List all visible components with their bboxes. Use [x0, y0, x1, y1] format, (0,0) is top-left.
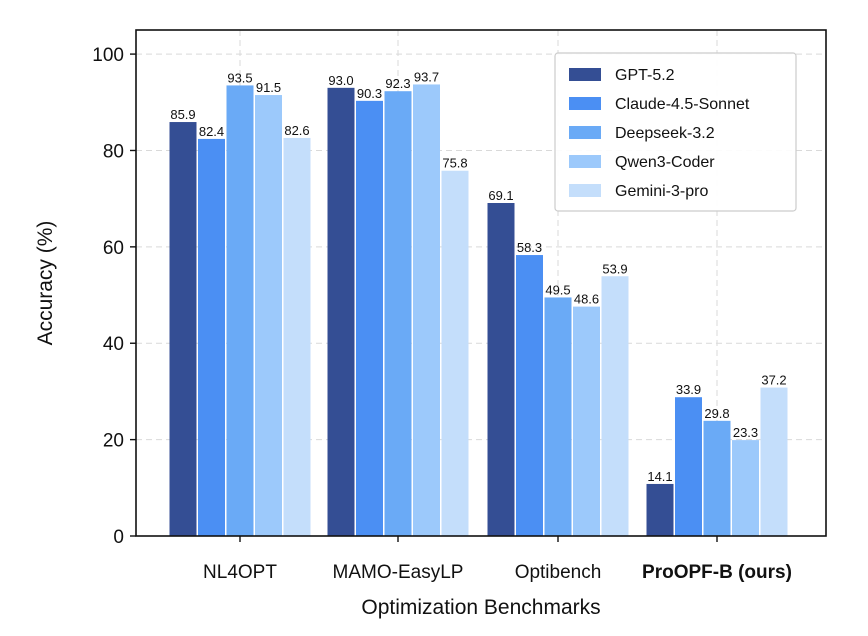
legend-entry: GPT-5.2 [615, 67, 675, 84]
data-label: 93.5 [227, 70, 252, 85]
y-tick-label: 0 [113, 527, 124, 548]
data-label: 92.3 [385, 76, 410, 91]
x-tick-label: NL4OPT [203, 562, 277, 583]
legend-entry: Deepseek-3.2 [615, 125, 715, 142]
x-tick-label: Optibench [515, 562, 602, 583]
bar-claude-4-5-sonnet-3 [675, 397, 702, 536]
data-label: 23.3 [733, 425, 758, 440]
data-label: 69.1 [488, 188, 513, 203]
data-label: 93.7 [414, 69, 439, 84]
y-tick-label: 40 [103, 334, 124, 355]
legend-swatch [569, 155, 601, 168]
legend-swatch [569, 126, 601, 139]
legend-box [554, 52, 797, 212]
legend-entry: Claude-4.5-Sonnet [615, 96, 750, 113]
plot-frame [135, 29, 827, 537]
data-label: 75.8 [442, 156, 467, 171]
legend-swatch [569, 97, 601, 110]
y-tick-label: 80 [103, 141, 124, 162]
data-label: 33.9 [676, 382, 701, 397]
bar-deepseek-3-2-3 [703, 420, 731, 536]
data-label: 91.5 [256, 80, 281, 95]
data-label: 14.1 [647, 469, 672, 484]
bar-gemini-3-pro-0 [283, 137, 311, 537]
legend-entry: Gemini-3-pro [615, 183, 708, 200]
data-label: 48.6 [574, 292, 599, 307]
y-tick-label: 100 [92, 45, 124, 66]
data-label: 93.0 [328, 73, 353, 88]
data-label: 49.5 [545, 282, 570, 297]
bar-claude-4-5-sonnet-1 [356, 100, 383, 536]
bar-gpt-5-2-1 [327, 87, 355, 536]
x-tick-label: MAMO-EasyLP [333, 562, 464, 583]
bar-claude-4-5-sonnet-2 [516, 255, 543, 536]
x-tick-label: ProOPF-B (ours) [642, 562, 792, 583]
bar-qwen3-coder-0 [255, 95, 282, 537]
bar-qwen3-coder-1 [413, 84, 440, 537]
data-label: 90.3 [357, 86, 382, 101]
bar-deepseek-3-2-1 [384, 91, 412, 536]
bar-qwen3-coder-2 [573, 306, 600, 536]
bar-gemini-3-pro-3 [760, 387, 788, 536]
y-tick-label: 20 [103, 431, 124, 452]
bar-gemini-3-pro-1 [441, 170, 469, 536]
legend-swatch [569, 184, 601, 197]
x-axis-title: Optimization Benchmarks [361, 596, 600, 619]
bar-gpt-5-2-2 [487, 203, 515, 536]
bar-deepseek-3-2-0 [226, 85, 254, 537]
bar-gpt-5-2-0 [169, 122, 197, 536]
data-label: 29.8 [704, 406, 729, 421]
bar-claude-4-5-sonnet-0 [198, 138, 225, 537]
legend-swatch [569, 68, 601, 81]
legend-entry: Qwen3-Coder [615, 154, 715, 171]
y-tick-label: 60 [103, 238, 124, 259]
data-label: 82.4 [199, 124, 224, 139]
bar-deepseek-3-2-2 [544, 297, 572, 536]
data-label: 53.9 [602, 261, 627, 276]
data-label: 85.9 [170, 107, 195, 122]
bar-qwen3-coder-3 [732, 440, 759, 536]
bar-gemini-3-pro-2 [601, 276, 629, 536]
data-label: 37.2 [761, 373, 786, 388]
data-label: 58.3 [517, 240, 542, 255]
bar-gpt-5-2-3 [646, 483, 674, 536]
y-axis-title: Accuracy (%) [34, 221, 57, 346]
data-label: 82.6 [284, 123, 309, 138]
